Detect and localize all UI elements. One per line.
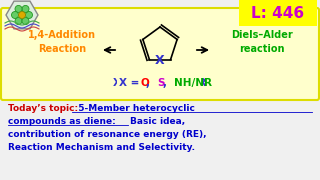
Circle shape (26, 12, 33, 19)
Text: Basic idea,: Basic idea, (130, 117, 185, 126)
Text: Today’s topic:: Today’s topic: (8, 104, 78, 113)
Circle shape (22, 5, 29, 12)
Circle shape (19, 12, 26, 19)
Text: X = O, S, NH/NR: X = O, S, NH/NR (113, 78, 207, 88)
Text: NH/NR: NH/NR (174, 78, 212, 88)
Text: X: X (155, 53, 165, 66)
Circle shape (15, 18, 22, 24)
Circle shape (12, 12, 19, 19)
Text: 1,4-Addition
Reaction: 1,4-Addition Reaction (28, 30, 96, 54)
Text: S: S (157, 78, 165, 88)
FancyBboxPatch shape (117, 76, 203, 90)
FancyBboxPatch shape (239, 0, 317, 26)
Text: ,: , (163, 78, 170, 88)
Text: Diels–Alder
reaction: Diels–Alder reaction (231, 30, 293, 54)
Text: compounds as diene:: compounds as diene: (8, 117, 116, 126)
Text: contribution of resonance energy (RE),: contribution of resonance energy (RE), (8, 130, 206, 139)
FancyBboxPatch shape (1, 8, 319, 100)
Circle shape (22, 18, 29, 24)
Text: X =: X = (119, 78, 143, 88)
Text: Reaction Mechanism and Selectivity.: Reaction Mechanism and Selectivity. (8, 143, 195, 152)
Text: ,: , (146, 78, 154, 88)
Text: O: O (141, 78, 149, 88)
Circle shape (15, 5, 22, 12)
Text: L: 446: L: 446 (252, 6, 305, 21)
Text: 5-Member heterocyclic: 5-Member heterocyclic (72, 104, 195, 113)
